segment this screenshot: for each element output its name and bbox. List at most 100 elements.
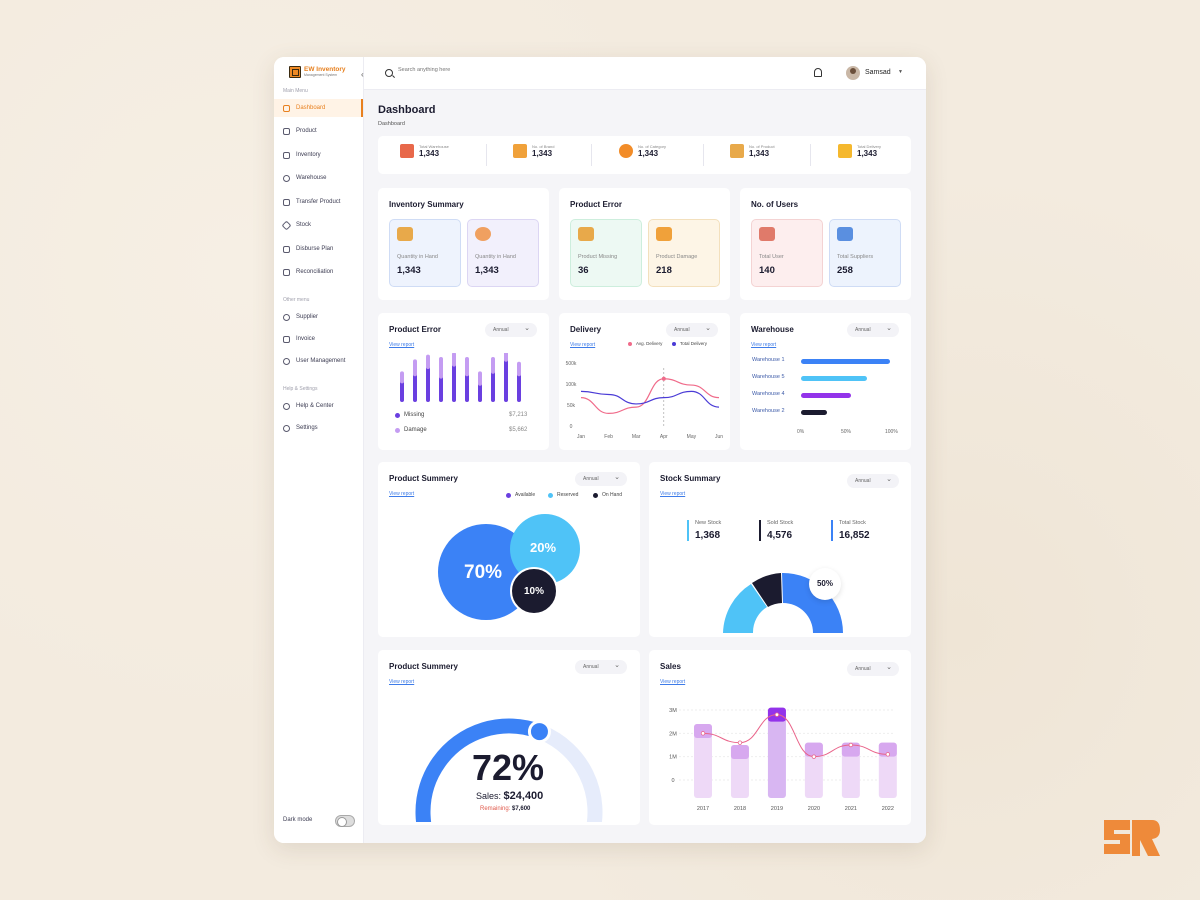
collapse-icon[interactable]: ‹: [361, 70, 364, 79]
sidebar-item-disburse-plan[interactable]: Disburse Plan: [274, 240, 363, 258]
x-tick-label: Feb: [604, 434, 613, 440]
filter-dropdown[interactable]: Annual: [485, 323, 537, 337]
y-tick-label: 0: [671, 778, 674, 784]
gauge-sales: Sales: $24,400: [476, 790, 544, 802]
view-report-link[interactable]: View report: [660, 679, 686, 685]
damage-amount: $5,662: [509, 427, 528, 433]
sidebar-item-warehouse[interactable]: Warehouse: [274, 169, 363, 187]
sidebar-item-reconciliation[interactable]: Reconciliation: [274, 263, 363, 281]
filter-dropdown[interactable]: Annual: [575, 660, 627, 674]
filter-dropdown[interactable]: Annual: [847, 662, 899, 676]
legend-damage: Damage: [395, 427, 427, 433]
sales-gauge: [415, 718, 603, 822]
product-damage-tile[interactable]: Product Damage 218: [648, 219, 720, 287]
legend-dot: [395, 427, 400, 433]
damage-bar: [478, 371, 482, 386]
legend-reserved: Reserved: [548, 492, 578, 498]
main-content: Samsad ▼ Dashboard Dashboard Total Wareh…: [364, 57, 926, 843]
help-settings-title: Help & Settings: [283, 386, 318, 392]
sold-stock-stat: Sold Stock 4,576: [759, 520, 793, 541]
view-report-link[interactable]: View report: [751, 342, 777, 348]
user-name[interactable]: Samsad: [865, 69, 891, 76]
sidebar-item-user-management[interactable]: User Management: [274, 352, 363, 370]
box-missing-icon: [578, 227, 594, 241]
product-error-bars: [400, 353, 521, 402]
logo[interactable]: EW Inventory Management System: [289, 66, 346, 78]
highlight-point: [661, 376, 666, 381]
transfer-icon: [283, 198, 290, 206]
x-tick-label: 2021: [845, 806, 857, 812]
filter-dropdown[interactable]: Annual: [666, 323, 718, 337]
warehouse-bar: [801, 376, 867, 381]
missing-bar: [400, 380, 404, 402]
legend-dot: [506, 492, 511, 498]
filter-dropdown[interactable]: Annual: [847, 474, 899, 488]
truck-icon: [838, 144, 852, 158]
x-tick-label: May: [687, 434, 697, 440]
logo-icon: [289, 66, 301, 78]
sidebar-item-dashboard[interactable]: Dashboard: [274, 99, 363, 117]
qty-in-hand-tile[interactable]: Quantity in Hand 1,343: [389, 219, 461, 287]
plan-icon: [283, 245, 290, 253]
series-line: [580, 378, 720, 415]
x-tick-label: 2017: [697, 806, 709, 812]
warehouse-label: Warehouse 1: [752, 357, 785, 363]
stock-pct-badge: 50%: [809, 568, 841, 600]
product-summary-card: Product Summery View report Annual Avail…: [378, 462, 640, 637]
sales-bar-cap: [730, 745, 749, 759]
chevron-down-icon[interactable]: ▼: [898, 69, 903, 75]
view-report-link[interactable]: View report: [660, 491, 686, 497]
product-missing-tile[interactable]: Product Missing 36: [570, 219, 642, 287]
x-tick-label: 100%: [885, 429, 898, 435]
sales-bar-cap: [804, 742, 823, 757]
damage-bar: [439, 357, 443, 379]
delivery-line-chart: 500k 100k 50k 0 Jan Feb Mar Apr May Jun: [566, 361, 724, 440]
trend-point: [885, 752, 891, 757]
main-menu-title: Main Menu: [283, 88, 308, 94]
y-tick-label: 1M: [669, 755, 677, 761]
on-hand-pct: 10%: [524, 586, 545, 597]
view-report-link[interactable]: View report: [570, 342, 596, 348]
y-tick-label: 2M: [669, 731, 677, 737]
filter-dropdown[interactable]: Annual: [575, 472, 627, 486]
view-report-link[interactable]: View report: [389, 679, 415, 685]
card-title: Delivery: [570, 325, 602, 334]
damage-bar: [452, 353, 456, 367]
sidebar-item-invoice[interactable]: Invoice: [274, 330, 363, 348]
watermark-logo: [1104, 820, 1160, 856]
bell-icon[interactable]: [814, 68, 822, 77]
search-input[interactable]: [398, 67, 578, 73]
x-tick-label: Jan: [577, 434, 585, 440]
stock-summary-card: Stock Summary View report Annual New Sto…: [649, 462, 911, 637]
view-report-link[interactable]: View report: [389, 491, 415, 497]
avatar[interactable]: [846, 66, 860, 80]
dark-mode-toggle[interactable]: [335, 815, 355, 827]
total-stock-stat: Total Stock 16,852: [831, 520, 870, 541]
search-icon[interactable]: [385, 69, 393, 77]
sales-bar: [767, 707, 786, 798]
sidebar-item-stock[interactable]: Stock: [274, 216, 363, 234]
y-tick-label: 3M: [669, 708, 677, 714]
x-tick-label: Mar: [632, 434, 641, 440]
qty-in-hand-tile[interactable]: Quantity in Hand 1,343: [467, 219, 539, 287]
total-suppliers-tile[interactable]: Total Suppliers 258: [829, 219, 901, 287]
warehouse-bar: [801, 410, 828, 415]
grid-icon: [283, 104, 290, 112]
x-tick-label: 2018: [734, 806, 746, 812]
card-title: Warehouse: [751, 325, 794, 334]
x-tick-label: Jun: [715, 434, 723, 440]
sidebar-item-supplier[interactable]: Supplier: [274, 308, 363, 326]
sidebar-item-help-center[interactable]: Help & Center: [274, 397, 363, 415]
damage-bar: [413, 359, 417, 377]
filter-dropdown[interactable]: Annual: [847, 323, 899, 337]
missing-amount: $7,213: [509, 412, 528, 418]
sidebar-item-settings[interactable]: Settings: [274, 419, 363, 437]
sales-bar-cap: [841, 742, 860, 757]
sidebar-item-inventory[interactable]: Inventory: [274, 146, 363, 164]
sidebar-item-transfer-product[interactable]: Transfer Product: [274, 193, 363, 211]
view-report-link[interactable]: View report: [389, 342, 415, 348]
total-user-tile[interactable]: Total User 140: [751, 219, 823, 287]
sidebar-item-product[interactable]: Product: [274, 122, 363, 140]
breadcrumb[interactable]: Dashboard: [378, 121, 405, 127]
legend-dot: [395, 412, 400, 418]
